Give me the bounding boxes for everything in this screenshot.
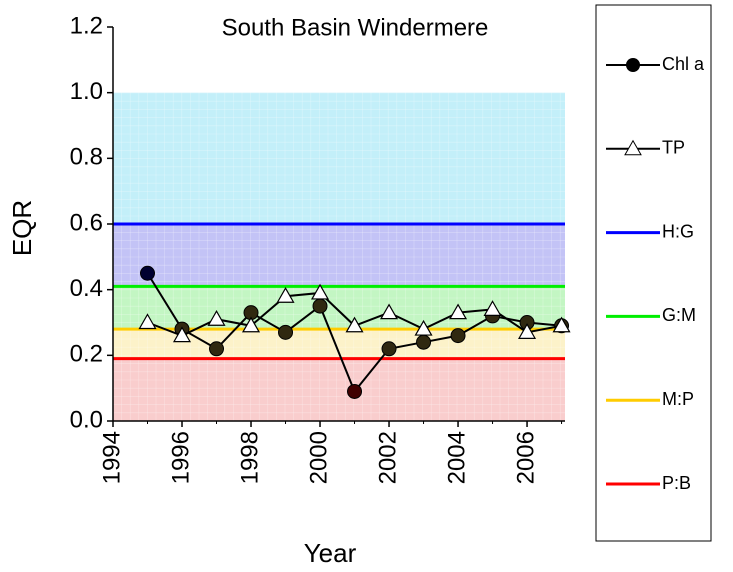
point: [140, 265, 156, 281]
legend-label: G:M: [662, 305, 696, 325]
point: [483, 300, 502, 316]
y-tick-label: 0.0: [70, 406, 103, 433]
legend-label: H:G: [662, 221, 694, 241]
x-tick-label: 1998: [236, 431, 263, 484]
point: [172, 326, 192, 343]
class-band: [113, 92, 565, 225]
point: [276, 287, 295, 303]
point: [379, 303, 399, 320]
y-tick-label: 1.0: [70, 78, 103, 105]
point: [310, 283, 330, 300]
y-tick-label: 1.2: [70, 12, 103, 39]
y-axis-label: EQR: [7, 200, 37, 256]
x-axis-label: Year: [304, 538, 357, 568]
x-tick-label: 2000: [305, 431, 332, 484]
x-tick-label: 2004: [443, 431, 470, 484]
point: [414, 319, 433, 336]
point: [207, 310, 226, 326]
point: [552, 316, 571, 333]
x-tick-label: 1994: [98, 431, 125, 484]
class-band: [113, 224, 565, 287]
point: [449, 303, 468, 320]
legend-label: M:P: [662, 389, 694, 409]
legend-box: [595, 4, 712, 542]
point: [345, 316, 364, 333]
y-tick-label: 0.6: [70, 209, 103, 236]
point: [312, 298, 328, 314]
point: [416, 334, 432, 350]
legend-label: P:B: [662, 473, 691, 493]
point: [347, 383, 363, 399]
point: [241, 316, 261, 333]
class-band: [113, 358, 565, 421]
legend-label: TP: [662, 138, 685, 158]
y-tick-label: 0.4: [70, 275, 103, 302]
y-tick-label: 0.2: [70, 341, 103, 368]
legend-label: Chl a: [662, 54, 705, 74]
legend-marker: [626, 58, 640, 72]
point: [138, 313, 157, 330]
point: [450, 328, 466, 344]
y-tick-label: 0.8: [70, 144, 103, 171]
legend-marker: [624, 139, 642, 156]
point: [278, 324, 294, 340]
point: [209, 341, 225, 357]
chart-title: South Basin Windermere: [222, 14, 489, 41]
point: [381, 341, 397, 357]
x-tick-label: 2002: [374, 431, 401, 484]
point: [518, 323, 537, 339]
x-tick-label: 2006: [512, 431, 539, 484]
x-tick-label: 1996: [167, 431, 194, 484]
